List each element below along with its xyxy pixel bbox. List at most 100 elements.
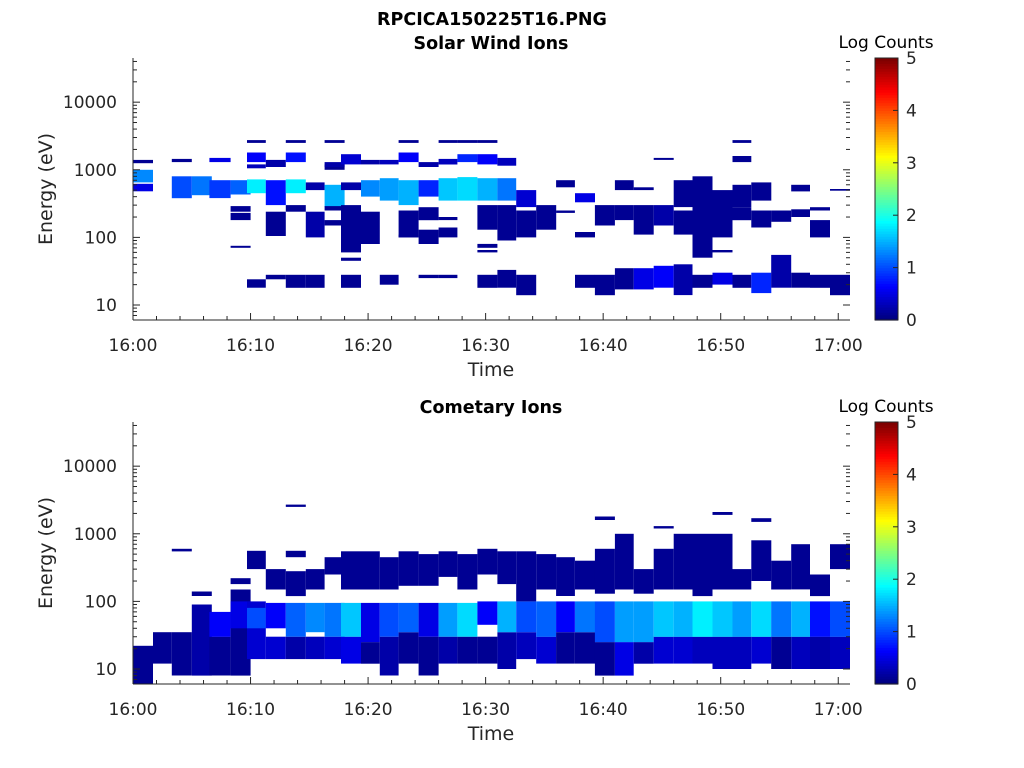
heatmap-cell	[285, 205, 306, 212]
colorbar-segment	[875, 642, 898, 646]
colorbar-segment	[875, 521, 898, 525]
heatmap-cell	[133, 183, 153, 192]
colorbar-segment	[875, 676, 898, 680]
heatmap-cell	[614, 268, 634, 290]
colorbar-segment	[875, 160, 898, 164]
colorbar-segment	[875, 131, 898, 135]
colorbar-segment	[875, 173, 898, 177]
heatmap-cell	[575, 601, 595, 633]
colorbar-segment	[875, 631, 898, 635]
heatmap-cell	[497, 632, 517, 669]
heatmap-cell	[791, 544, 810, 590]
colorbar-segment	[875, 594, 898, 599]
x-tick-label: 16:30	[461, 700, 510, 720]
heatmap-cell	[692, 636, 713, 664]
colorbar-segment	[875, 529, 898, 533]
heatmap-cell	[673, 601, 693, 637]
colorbar-segment	[875, 503, 898, 507]
colorbar-tick-label: 4	[906, 101, 917, 121]
heatmap-cell	[751, 272, 772, 294]
heatmap-cell	[418, 162, 439, 167]
heatmap-cell	[361, 159, 380, 165]
colorbar-segment	[875, 618, 898, 622]
heatmap-cell	[497, 551, 517, 585]
heatmap-cell	[153, 632, 172, 664]
colorbar-segment	[875, 500, 898, 504]
heatmap-cell	[438, 140, 458, 143]
heatmap-cell	[398, 180, 419, 206]
heatmap-cell	[305, 569, 325, 590]
heatmap-cell	[171, 158, 192, 163]
heatmap-cell	[247, 607, 266, 629]
heatmap-cell	[771, 601, 792, 637]
heatmap-cell	[438, 274, 458, 279]
colorbar-segment	[875, 293, 898, 298]
colorbar-segment	[875, 613, 898, 617]
figure-title: RPCICA150225T16.PNG	[377, 10, 607, 30]
x-tick-label: 16:10	[226, 336, 275, 356]
heatmap-cell	[633, 205, 654, 235]
colorbar-segment	[875, 238, 898, 242]
x-tick-label: 16:40	[579, 336, 628, 356]
heatmap-cell	[594, 274, 615, 296]
colorbar-tick-label: 2	[906, 206, 917, 226]
colorbar-segment	[875, 202, 898, 206]
heatmap-cell	[536, 205, 557, 230]
heatmap-cell	[418, 207, 439, 221]
heatmap-cell	[247, 179, 266, 194]
heatmap-cell	[265, 636, 286, 660]
colorbar-tick-label: 5	[906, 413, 917, 433]
colorbar-segment	[875, 183, 898, 187]
heatmap-cell	[732, 569, 752, 590]
heatmap-cell	[265, 602, 286, 629]
heatmap-cell	[556, 632, 575, 664]
heatmap-cell	[398, 551, 419, 586]
heatmap-cell	[191, 176, 212, 196]
heatmap-cell	[751, 182, 772, 201]
heatmap-cell	[575, 193, 595, 203]
colorbar-segment	[875, 189, 898, 193]
heatmap-cell	[477, 140, 498, 143]
colorbar-segment	[875, 461, 898, 465]
colorbar-segment	[875, 592, 898, 596]
heatmap-cell	[712, 601, 733, 637]
colorbar-segment	[875, 107, 898, 111]
colorbar-segment	[875, 170, 898, 174]
colorbar-segment	[875, 58, 898, 62]
colorbar-segment	[875, 126, 898, 130]
heatmap-cell	[305, 602, 325, 633]
x-tick-label: 16:10	[226, 700, 275, 720]
colorbar-segment	[875, 296, 898, 300]
heatmap-cell	[633, 642, 654, 664]
colorbar-segment	[875, 663, 898, 667]
heatmap-cell	[556, 210, 575, 213]
heatmap-cell	[398, 140, 419, 143]
colorbar-segment	[875, 175, 898, 180]
heatmap-cell	[614, 180, 634, 191]
colorbar-segment	[875, 251, 898, 256]
heatmap-cell	[732, 156, 752, 163]
heatmap-cell	[732, 184, 752, 208]
heatmap-cell	[516, 551, 537, 602]
heatmap-cell	[791, 209, 810, 217]
colorbar-segment	[875, 228, 898, 232]
heatmap-cell	[265, 159, 286, 167]
heatmap-cell	[751, 518, 772, 522]
heatmap-cell	[712, 190, 733, 238]
colorbar-segment	[875, 217, 898, 222]
colorbar-tick-label: 4	[906, 465, 917, 485]
colorbar-segment	[875, 162, 898, 167]
heatmap-cell	[457, 602, 478, 637]
heatmap-cell	[457, 554, 478, 590]
x-tick-label: 16:40	[579, 700, 628, 720]
heatmap-cell	[418, 229, 439, 244]
heatmap-cell	[477, 636, 498, 664]
colorbar-segment	[875, 469, 898, 473]
colorbar-segment	[875, 102, 898, 106]
y-tick-label: 10	[95, 660, 117, 680]
y-tick-label: 10000	[63, 457, 117, 477]
colorbar-segment	[875, 448, 898, 452]
heatmap-cell	[191, 604, 212, 676]
colorbar-segment	[875, 466, 898, 470]
